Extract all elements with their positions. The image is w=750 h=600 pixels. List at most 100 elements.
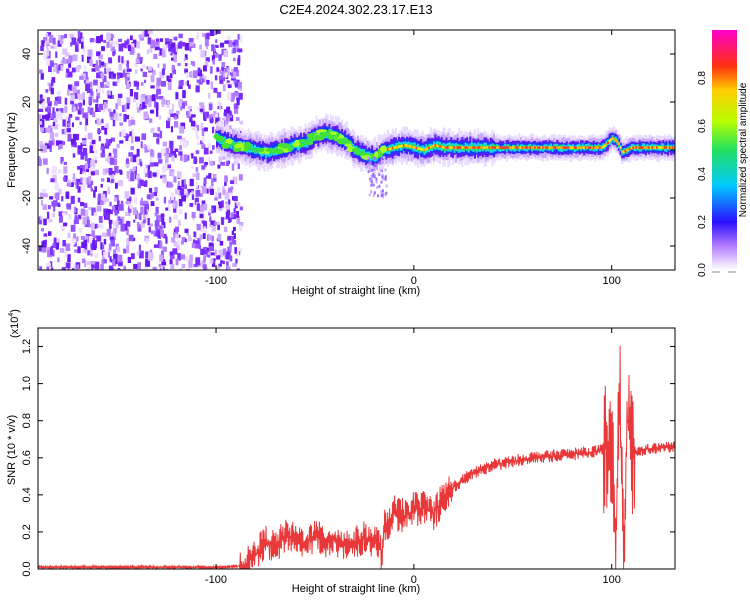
spectrogram-noise-cell [59, 112, 63, 120]
spectrogram-cell [318, 131, 321, 137]
spectrogram-noise-cell [115, 220, 119, 228]
spectrogram-noise-cell [222, 84, 226, 92]
spectrogram-noise-cell [146, 49, 150, 55]
spectrogram-noise-cell [206, 111, 209, 117]
spectrogram-noise-cell [181, 263, 186, 269]
spectrogram-noise-cell [208, 103, 213, 111]
spectrogram-cell [455, 146, 457, 149]
spectrogram-noise-cell [143, 267, 147, 270]
spectrogram-noise-cell [157, 127, 161, 132]
spectrogram-noise-cell [99, 223, 103, 228]
spectrogram-noise-cell [89, 145, 94, 154]
spectrogram-noise-cell [54, 43, 57, 50]
spectrogram-noise-cell [105, 67, 110, 73]
spectrogram-noise-cell [190, 120, 196, 127]
spectrogram-noise-cell [237, 48, 243, 53]
spectrogram-noise-cell [148, 100, 152, 107]
spectrogram-y-tick-label: 20 [21, 96, 33, 108]
spectrogram-cell [453, 146, 456, 149]
snr-x-tick-label: -100 [205, 574, 227, 586]
spectrogram-noise-cell [223, 226, 228, 233]
spectrogram-noise-cell [77, 145, 83, 153]
spectrogram-noise-cell [123, 113, 127, 122]
spectrogram-noise-cell [221, 62, 226, 68]
spectrogram-noise-cell [91, 207, 96, 213]
spectrogram-cell [532, 146, 535, 149]
spectrogram-cell [534, 146, 537, 149]
spectrogram-noise-cell [45, 127, 51, 133]
spectrogram-noise-cell [192, 215, 195, 221]
spectrogram-noise-cell [96, 91, 101, 99]
spectrogram-noise-cell [78, 214, 82, 220]
spectrogram-noise-cell [194, 123, 197, 129]
spectrogram-cell [401, 144, 404, 148]
spectrogram-noise-cell [191, 114, 196, 118]
spectrogram-cell [494, 146, 497, 149]
spectrogram-cell [369, 166, 372, 170]
spectrogram-noise-cell [228, 40, 233, 48]
spectrogram-noise-cell [50, 267, 54, 270]
spectrogram-noise-cell [170, 126, 173, 133]
spectrogram-cell [213, 133, 219, 140]
spectrogram-cell [535, 146, 538, 149]
spectrogram-noise-cell [130, 171, 135, 178]
spectrogram-noise-cell [224, 182, 227, 186]
spectrogram-cell [461, 146, 464, 149]
spectrogram-noise-cell [60, 65, 63, 71]
spectrogram-cell [469, 146, 472, 149]
spectrogram-noise-cell [116, 72, 122, 76]
spectrogram-noise-cell [141, 64, 146, 69]
spectrogram-noise-cell [46, 265, 50, 270]
spectrogram-noise-cell [46, 97, 50, 104]
spectrogram-noise-cell [47, 231, 52, 236]
spectrogram-noise-cell [183, 187, 187, 194]
spectrogram-cell [648, 146, 651, 149]
spectrogram-cell [614, 139, 617, 142]
spectrogram-noise-cell [146, 194, 151, 200]
spectrogram-noise-cell [58, 188, 62, 195]
spectrogram-noise-cell [100, 82, 104, 88]
spectrogram-noise-cell [91, 230, 95, 237]
spectrogram-cell [399, 145, 402, 148]
spectrogram-noise-cell [103, 208, 108, 217]
spectrogram-noise-cell [191, 193, 195, 200]
spectrogram-noise-cell [87, 266, 92, 270]
spectrogram-noise-cell [105, 138, 108, 147]
spectrogram-cell [651, 146, 654, 149]
spectrogram-noise-cell [173, 208, 177, 213]
spectrogram-noise-cell [239, 222, 244, 227]
spectrogram-noise-cell [80, 151, 85, 160]
spectrogram-cell [629, 147, 632, 150]
spectrogram-noise-cell [153, 231, 157, 237]
spectrogram-noise-cell [222, 189, 226, 195]
spectrogram-cell [439, 145, 442, 148]
spectrogram-noise-cell [74, 81, 80, 87]
spectrogram-noise-cell [218, 156, 222, 163]
spectrogram-noise-cell [149, 118, 153, 123]
spectrogram-noise-cell [155, 206, 159, 215]
spectrogram-noise-cell [156, 169, 160, 176]
spectrogram-noise-cell [165, 158, 169, 166]
spectrogram-noise-cell [209, 244, 214, 252]
spectrogram-noise-cell [38, 114, 42, 119]
spectrogram-noise-cell [130, 119, 136, 125]
spectrogram-noise-cell [78, 149, 83, 154]
spectrogram-cell [370, 180, 373, 184]
spectrogram-noise-cell [178, 209, 183, 214]
spectrogram-noise-cell [76, 178, 81, 182]
spectrogram-noise-cell [211, 207, 214, 212]
spectrogram-noise-cell [223, 68, 226, 77]
spectrogram-noise-cell [193, 70, 198, 79]
spectrogram-noise-cell [156, 77, 162, 86]
spectrogram-noise-cell [134, 195, 137, 204]
spectrogram-cell [417, 147, 419, 150]
spectrogram-noise-cell [233, 91, 239, 97]
spectrogram-noise-cell [98, 71, 103, 75]
spectrogram-noise-cell [71, 104, 75, 112]
spectrogram-noise-cell [106, 213, 111, 221]
spectrogram-cell [529, 144, 532, 148]
spectrogram-noise-cell [133, 219, 136, 223]
spectrogram-noise-cell [89, 107, 94, 115]
spectrogram-noise-cell [141, 82, 144, 86]
spectrogram-noise-cell [172, 47, 176, 54]
